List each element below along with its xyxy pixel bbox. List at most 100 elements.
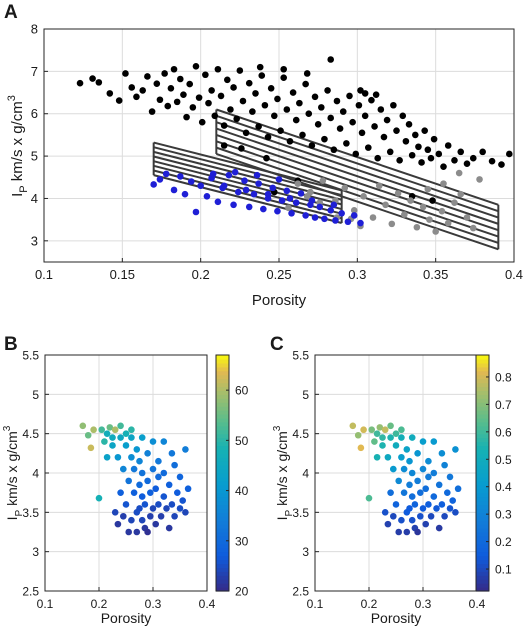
colorbar-segment bbox=[216, 532, 229, 537]
panel-a-ylabel-sub: P bbox=[18, 185, 30, 192]
data-point bbox=[352, 150, 360, 158]
colorbar-segment bbox=[216, 406, 229, 411]
colorbar-segment bbox=[216, 563, 229, 568]
x-tick-label: 0.1 bbox=[37, 597, 54, 611]
panel-b-ticks: 0.1 0.2 0.3 0.4 2.5 3 3.5 4 4.5 5 5.5 bbox=[22, 349, 215, 612]
data-point bbox=[395, 528, 403, 536]
colorbar-segment bbox=[476, 488, 489, 494]
data-point bbox=[103, 453, 111, 461]
data-point bbox=[408, 469, 416, 477]
data-point bbox=[249, 108, 256, 115]
y-tick-label: 5 bbox=[32, 388, 39, 402]
colorbar-segment bbox=[476, 374, 489, 380]
data-point bbox=[425, 457, 432, 465]
colorbar-segment bbox=[216, 524, 229, 529]
data-point bbox=[398, 426, 405, 434]
data-point bbox=[369, 214, 377, 221]
panel-c-ylabel-sup: 3 bbox=[272, 425, 283, 431]
colorbar-segment bbox=[216, 469, 229, 474]
data-point bbox=[292, 116, 300, 124]
panel-c-chart: 0.1 0.2 0.3 0.4 2.5 3 3.5 4 4.5 5 5.5 0.1 0.2 0.3 0.4… bbox=[272, 349, 512, 627]
data-point bbox=[402, 137, 410, 145]
panel-b-ylabel: IP km/s x g/cm3 bbox=[2, 425, 25, 520]
data-point bbox=[452, 446, 459, 453]
panel-a-ylabel: IP km/s x g/cm3 bbox=[6, 95, 30, 197]
data-point bbox=[425, 501, 432, 508]
data-point bbox=[435, 481, 443, 489]
colorbar-segment bbox=[216, 539, 229, 545]
data-point bbox=[408, 493, 416, 500]
colorbar-segment bbox=[476, 382, 489, 388]
data-point bbox=[233, 115, 240, 123]
data-point bbox=[332, 217, 339, 224]
data-point bbox=[344, 218, 352, 226]
data-point bbox=[165, 524, 173, 532]
data-point bbox=[144, 477, 151, 485]
data-point bbox=[346, 92, 353, 100]
data-point bbox=[289, 89, 297, 96]
data-point bbox=[189, 104, 197, 111]
data-point bbox=[147, 489, 154, 496]
data-point bbox=[373, 453, 381, 461]
data-point bbox=[387, 434, 394, 441]
y-tick-label: 2.5 bbox=[292, 585, 309, 599]
colorbar-segment bbox=[216, 465, 229, 470]
data-point bbox=[234, 188, 242, 196]
data-point bbox=[396, 157, 403, 164]
data-point bbox=[138, 469, 146, 477]
colorbar-segment bbox=[476, 362, 489, 368]
data-point bbox=[180, 91, 187, 98]
data-point bbox=[174, 489, 181, 496]
data-point bbox=[400, 489, 408, 496]
data-point bbox=[360, 426, 367, 434]
data-point bbox=[311, 214, 319, 221]
data-point bbox=[419, 505, 427, 512]
data-point bbox=[429, 197, 436, 204]
data-point bbox=[147, 512, 154, 520]
data-point bbox=[388, 220, 396, 228]
data-point bbox=[438, 450, 446, 457]
data-point bbox=[283, 187, 291, 195]
data-point bbox=[292, 199, 300, 206]
data-point bbox=[109, 442, 116, 449]
data-point bbox=[90, 426, 97, 434]
data-point bbox=[381, 426, 389, 434]
data-point bbox=[286, 137, 294, 145]
colorbar-segment bbox=[216, 480, 229, 486]
data-point bbox=[274, 207, 281, 215]
data-point bbox=[286, 195, 294, 202]
data-point bbox=[440, 163, 447, 170]
panel-b-ylabel-sub: P bbox=[14, 509, 25, 516]
data-point bbox=[144, 528, 151, 536]
data-point bbox=[384, 453, 392, 461]
x-tick-label: 0.2 bbox=[361, 597, 378, 611]
data-point bbox=[330, 146, 338, 154]
data-point bbox=[253, 171, 261, 179]
data-point bbox=[343, 140, 350, 147]
data-point bbox=[303, 193, 311, 200]
x-tick-label: 0.15 bbox=[110, 267, 135, 282]
data-point bbox=[285, 204, 292, 212]
colorbar-segment bbox=[476, 528, 489, 533]
data-point bbox=[209, 170, 217, 178]
data-point bbox=[399, 112, 407, 120]
data-point bbox=[324, 87, 331, 94]
data-point bbox=[444, 489, 451, 496]
colorbar-segment bbox=[476, 587, 489, 592]
x-tick-label: 0.25 bbox=[266, 267, 291, 282]
colorbar-segment bbox=[476, 445, 489, 450]
y-tick-label: 5.5 bbox=[292, 349, 309, 363]
data-point bbox=[384, 520, 392, 528]
data-point bbox=[430, 438, 438, 445]
data-point bbox=[128, 516, 135, 524]
data-point bbox=[241, 177, 248, 184]
data-point bbox=[168, 450, 176, 457]
data-point bbox=[117, 434, 124, 441]
data-point bbox=[111, 426, 119, 434]
data-point bbox=[264, 190, 272, 198]
colorbar-segment bbox=[216, 512, 229, 517]
y-tick-label: 7 bbox=[31, 64, 38, 79]
data-point bbox=[283, 106, 291, 113]
colorbar-tick-label: 0.3 bbox=[495, 508, 512, 522]
data-point bbox=[338, 209, 345, 217]
